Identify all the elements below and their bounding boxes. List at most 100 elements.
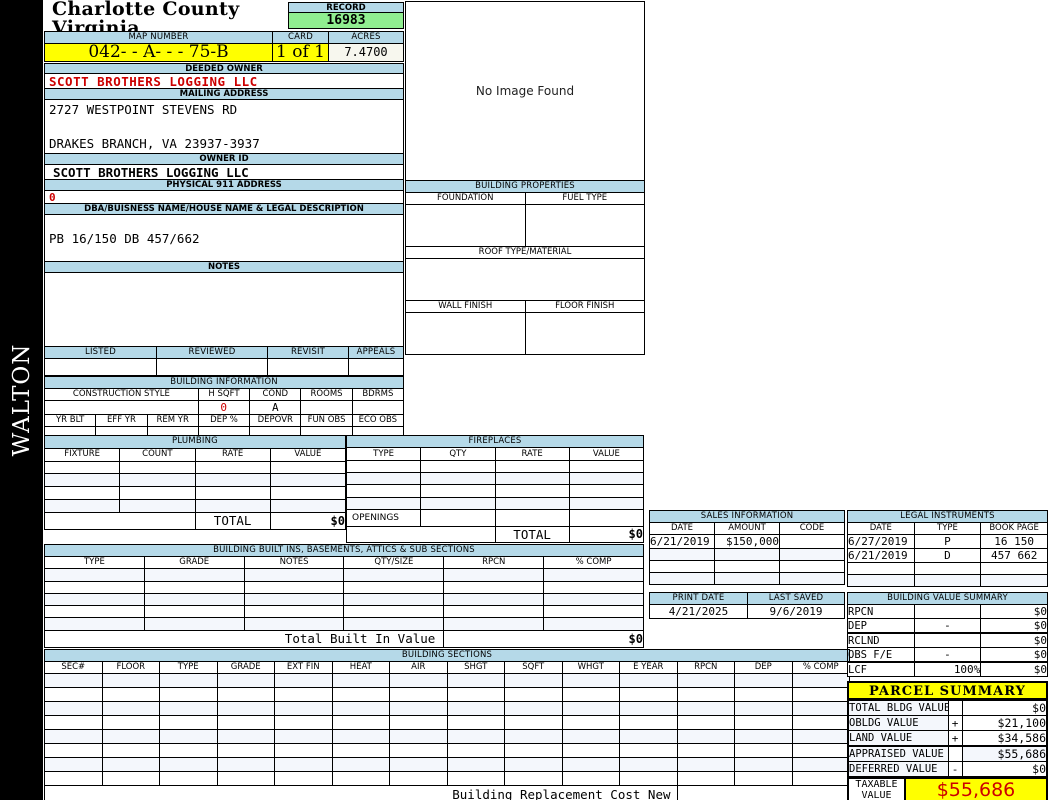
cell[interactable]: [159, 701, 218, 716]
wall-finish-value[interactable]: [405, 312, 526, 355]
table-row[interactable]: [44, 687, 850, 702]
cell[interactable]: [331, 701, 390, 716]
cell[interactable]: 6/21/2019: [847, 548, 915, 563]
cell[interactable]: [44, 729, 103, 744]
cell[interactable]: [676, 757, 735, 772]
cell[interactable]: [331, 757, 390, 772]
cell[interactable]: [791, 757, 850, 772]
cell[interactable]: [676, 687, 735, 702]
cell[interactable]: [446, 757, 505, 772]
table-row[interactable]: 6/21/2019 D 457 662: [847, 548, 1048, 563]
cell[interactable]: [143, 605, 245, 619]
cell[interactable]: [274, 757, 333, 772]
cell[interactable]: [101, 743, 160, 758]
cell[interactable]: [269, 486, 347, 501]
cell[interactable]: [734, 757, 793, 772]
cell[interactable]: [494, 484, 570, 498]
cell[interactable]: [274, 715, 333, 730]
cell[interactable]: [779, 560, 845, 573]
cell[interactable]: [619, 701, 678, 716]
cell[interactable]: [619, 743, 678, 758]
cell[interactable]: [44, 617, 145, 631]
cell[interactable]: [343, 568, 445, 582]
cell[interactable]: [714, 560, 780, 573]
cell[interactable]: [389, 757, 448, 772]
cell[interactable]: [619, 673, 678, 688]
card-value[interactable]: 1 of 1: [272, 43, 329, 62]
cell[interactable]: [159, 673, 218, 688]
foundation-value[interactable]: [405, 204, 526, 247]
cell[interactable]: [446, 729, 505, 744]
cell[interactable]: [676, 701, 735, 716]
cell[interactable]: [561, 715, 620, 730]
cell[interactable]: [543, 568, 644, 582]
cell[interactable]: [568, 496, 645, 511]
cell[interactable]: [791, 701, 850, 716]
cell[interactable]: [43, 473, 121, 488]
cell[interactable]: [216, 729, 275, 744]
cell[interactable]: [913, 574, 982, 587]
table-row[interactable]: [345, 496, 645, 511]
cell[interactable]: [561, 687, 620, 702]
table-row[interactable]: [44, 580, 644, 594]
cell[interactable]: [345, 459, 422, 474]
cell[interactable]: [44, 701, 103, 716]
cond-value[interactable]: A: [249, 400, 302, 415]
cell[interactable]: [649, 548, 715, 561]
cell[interactable]: [44, 568, 145, 582]
cell[interactable]: [101, 687, 160, 702]
cell[interactable]: [143, 592, 245, 607]
cell[interactable]: [543, 605, 644, 619]
cell[interactable]: [274, 673, 333, 688]
cell[interactable]: [446, 715, 505, 730]
cell[interactable]: [101, 729, 160, 744]
cell[interactable]: [389, 715, 448, 730]
cell[interactable]: [791, 743, 850, 758]
cell[interactable]: [243, 617, 345, 631]
cell[interactable]: [274, 701, 333, 716]
cell[interactable]: [734, 729, 793, 744]
cell[interactable]: [44, 715, 103, 730]
cell[interactable]: [791, 729, 850, 744]
cell[interactable]: [568, 459, 645, 474]
cell[interactable]: [331, 729, 390, 744]
cell[interactable]: [734, 715, 793, 730]
cell[interactable]: [119, 460, 196, 475]
cell[interactable]: [269, 499, 347, 513]
cell[interactable]: [345, 484, 422, 498]
cell[interactable]: [216, 771, 275, 786]
cell[interactable]: [504, 687, 563, 702]
cell[interactable]: [194, 460, 271, 475]
cell[interactable]: [216, 757, 275, 772]
acres-value[interactable]: 7.4700: [328, 43, 404, 62]
cell[interactable]: [543, 617, 644, 631]
cell[interactable]: [779, 572, 845, 585]
cell[interactable]: [101, 673, 160, 688]
cell[interactable]: [504, 701, 563, 716]
table-row[interactable]: [345, 459, 645, 474]
cell[interactable]: [143, 568, 245, 582]
cell[interactable]: [446, 673, 505, 688]
cell[interactable]: [779, 548, 845, 561]
hsqft-value[interactable]: 0: [197, 400, 251, 415]
cell[interactable]: [343, 592, 445, 607]
cell[interactable]: [779, 534, 845, 549]
table-row[interactable]: [43, 486, 347, 501]
table-row[interactable]: [43, 473, 347, 488]
physical-address-value[interactable]: 0: [44, 191, 404, 204]
cell[interactable]: [44, 757, 103, 772]
table-row[interactable]: [44, 729, 850, 744]
cell[interactable]: [734, 687, 793, 702]
cell[interactable]: [269, 460, 347, 475]
cell[interactable]: [561, 673, 620, 688]
cell[interactable]: [159, 743, 218, 758]
cell[interactable]: [504, 743, 563, 758]
map-number-value[interactable]: 042- - A- - - 75-B: [44, 43, 273, 62]
cell[interactable]: [420, 459, 496, 474]
table-row[interactable]: 6/21/2019 $150,000: [649, 534, 845, 549]
notes-value[interactable]: [44, 273, 404, 359]
table-row[interactable]: [649, 548, 845, 561]
cell[interactable]: [194, 473, 271, 488]
cell[interactable]: [243, 605, 345, 619]
cell[interactable]: [194, 499, 271, 513]
